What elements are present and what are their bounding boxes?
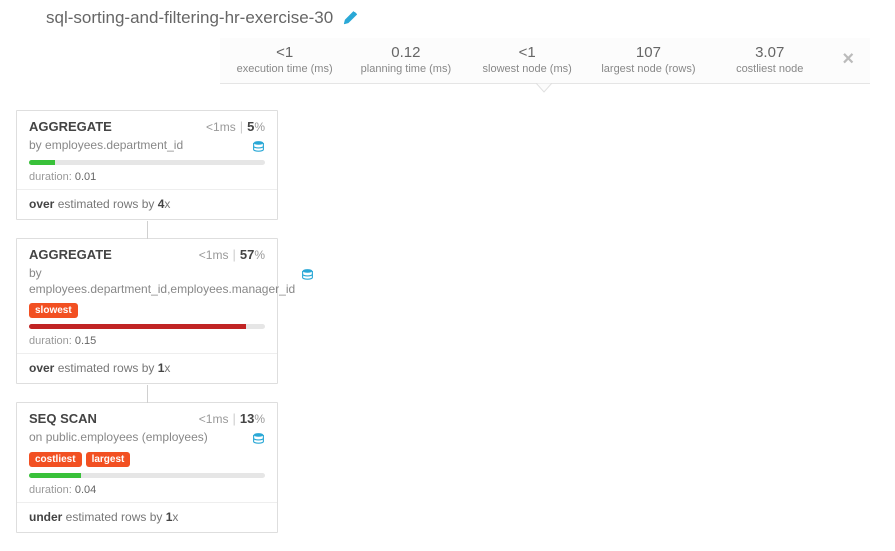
separator: |	[232, 247, 235, 262]
badge-largest: largest	[86, 452, 131, 467]
stat-label: costliest node	[736, 63, 803, 75]
connector-line	[147, 385, 148, 403]
database-icon[interactable]	[252, 140, 265, 154]
stat-slowest-node: <1 slowest node (ms)	[473, 44, 582, 75]
node-name: SEQ SCAN	[29, 411, 199, 426]
badges: costliest largest	[17, 452, 277, 473]
edit-icon[interactable]	[343, 11, 358, 26]
close-icon[interactable]: ×	[836, 48, 860, 71]
node-percent: 5	[247, 119, 254, 134]
stat-label: planning time (ms)	[361, 63, 451, 75]
badge-slowest: slowest	[29, 303, 78, 318]
node-percent: 13	[240, 411, 254, 426]
stat-label: largest node (rows)	[601, 63, 695, 75]
node-subtitle: by employees.department_id,employees.man…	[17, 264, 277, 303]
duration-text: duration: 0.15	[17, 333, 277, 353]
node-time: <1ms	[206, 120, 236, 134]
stat-value: 0.12	[391, 44, 420, 61]
percent-unit: %	[254, 412, 265, 426]
node-name: AGGREGATE	[29, 247, 199, 262]
header: sql-sorting-and-filtering-hr-exercise-30	[0, 0, 895, 28]
node-header: AGGREGATE <1ms | 57 %	[17, 239, 277, 264]
badges: slowest	[17, 303, 277, 324]
node-header: SEQ SCAN <1ms | 13 %	[17, 403, 277, 428]
node-subtitle: on public.employees (employees)	[17, 428, 277, 452]
page-title: sql-sorting-and-filtering-hr-exercise-30	[46, 8, 333, 28]
percent-unit: %	[254, 120, 265, 134]
stat-largest-node: 107 largest node (rows)	[594, 44, 703, 75]
duration-text: duration: 0.04	[17, 482, 277, 502]
stat-label: slowest node (ms)	[483, 63, 572, 75]
pointer-icon	[536, 83, 552, 93]
stat-costliest-node: 3.07 costliest node	[715, 44, 824, 75]
estimate-text: under estimated rows by 1x	[17, 502, 277, 532]
duration-bar	[29, 160, 265, 165]
plan-node-aggregate-2[interactable]: AGGREGATE <1ms | 57 % by employees.depar…	[16, 238, 278, 384]
database-icon[interactable]	[252, 432, 265, 446]
stat-value: 107	[636, 44, 661, 61]
duration-bar	[29, 473, 265, 478]
database-icon[interactable]	[301, 268, 314, 282]
duration-bar-fill	[29, 324, 246, 329]
plan-node-aggregate-1[interactable]: AGGREGATE <1ms | 5 % by employees.depart…	[16, 110, 278, 220]
stat-value: 3.07	[755, 44, 784, 61]
stat-execution-time: <1 execution time (ms)	[230, 44, 339, 75]
stat-planning-time: 0.12 planning time (ms)	[351, 44, 460, 75]
node-percent: 57	[240, 247, 254, 262]
node-subtitle: by employees.department_id	[17, 136, 277, 160]
stats-bar: <1 execution time (ms) 0.12 planning tim…	[220, 38, 870, 84]
plan-node-seq-scan[interactable]: SEQ SCAN <1ms | 13 % on public.employees…	[16, 402, 278, 533]
duration-bar-fill	[29, 473, 81, 478]
percent-unit: %	[254, 248, 265, 262]
stat-value: <1	[519, 44, 536, 61]
stat-value: <1	[276, 44, 293, 61]
node-time: <1ms	[199, 248, 229, 262]
separator: |	[232, 411, 235, 426]
node-time: <1ms	[199, 412, 229, 426]
node-name: AGGREGATE	[29, 119, 206, 134]
node-header: AGGREGATE <1ms | 5 %	[17, 111, 277, 136]
badge-costliest: costliest	[29, 452, 82, 467]
connector-line	[147, 221, 148, 239]
estimate-text: over estimated rows by 4x	[17, 189, 277, 219]
duration-text: duration: 0.01	[17, 169, 277, 189]
plan-tree: AGGREGATE <1ms | 5 % by employees.depart…	[16, 110, 278, 551]
estimate-text: over estimated rows by 1x	[17, 353, 277, 383]
duration-bar-fill	[29, 160, 55, 165]
separator: |	[240, 119, 243, 134]
stat-label: execution time (ms)	[237, 63, 333, 75]
duration-bar	[29, 324, 265, 329]
